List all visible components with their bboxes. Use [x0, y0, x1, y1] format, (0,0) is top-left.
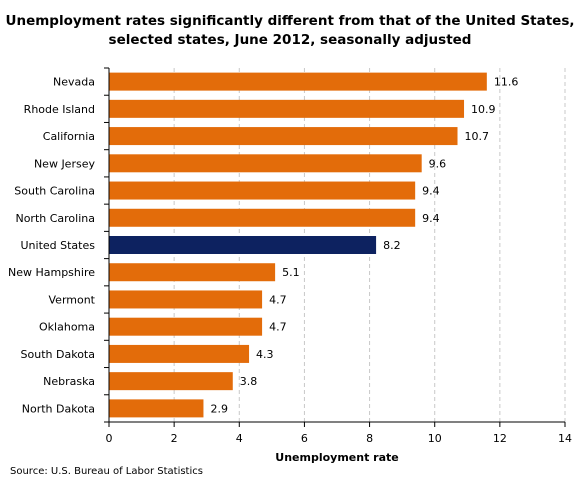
source-note: Source: U.S. Bureau of Labor Statistics	[10, 466, 203, 477]
category-label: Rhode Island	[24, 103, 95, 116]
data-label: 9.6	[429, 157, 447, 170]
category-label: Nebraska	[43, 375, 95, 388]
data-label: 3.8	[240, 375, 258, 388]
data-label: 8.2	[383, 239, 401, 252]
category-label: South Carolina	[14, 185, 95, 198]
bar	[109, 208, 416, 227]
category-label: New Jersey	[34, 157, 96, 170]
x-tick-label: 2	[171, 432, 178, 445]
x-tick-label: 10	[428, 432, 442, 445]
data-label: 11.6	[494, 76, 519, 89]
category-label: United States	[21, 239, 96, 252]
bar	[109, 317, 263, 336]
chart-title-line-1: Unemployment rates significantly differe…	[5, 13, 575, 29]
category-label: Oklahoma	[39, 321, 95, 334]
category-label: California	[43, 130, 95, 143]
data-label: 10.9	[471, 103, 496, 116]
chart-title-line-2: selected states, June 2012, seasonally a…	[108, 32, 472, 48]
chart-title: Unemployment rates significantly differe…	[0, 12, 580, 50]
data-label: 9.4	[422, 185, 440, 198]
bars: 11.6 10.9 10.7 9.6 9.4 9.4 8.2 5.1 4.7 4.7 4.3 3.8 2…	[109, 72, 519, 418]
category-label: South Dakota	[21, 348, 95, 361]
bar	[109, 127, 458, 146]
category-label: Vermont	[49, 293, 96, 306]
bar	[109, 344, 250, 363]
bar	[109, 181, 416, 200]
data-label: 5.1	[282, 266, 300, 279]
x-tick-label: 14	[558, 432, 572, 445]
bar	[109, 263, 276, 282]
x-tick-label: 4	[236, 432, 243, 445]
x-axis-title: Unemployment rate	[275, 451, 398, 464]
data-label: 10.7	[465, 130, 490, 143]
category-label: North Carolina	[15, 212, 95, 225]
bar	[109, 290, 263, 309]
bar	[109, 72, 487, 91]
axes: Nevada Rhode Island California New Jersey So…	[8, 67, 572, 445]
x-tick-label: 0	[106, 432, 113, 445]
gridlines	[173, 68, 566, 422]
category-label: Nevada	[53, 76, 95, 89]
bar	[109, 399, 204, 418]
category-label: North Dakota	[22, 402, 95, 415]
bar	[109, 372, 233, 391]
x-tick-label: 6	[301, 432, 308, 445]
data-label: 4.7	[269, 293, 287, 306]
x-tick-label: 8	[366, 432, 373, 445]
data-label: 2.9	[210, 402, 228, 415]
data-label: 4.3	[256, 348, 274, 361]
category-label: New Hampshire	[8, 266, 95, 279]
data-label: 4.7	[269, 321, 287, 334]
bar	[109, 99, 465, 118]
bar	[109, 154, 422, 173]
x-tick-label: 12	[493, 432, 507, 445]
data-label: 9.4	[422, 212, 440, 225]
bar	[109, 236, 377, 254]
